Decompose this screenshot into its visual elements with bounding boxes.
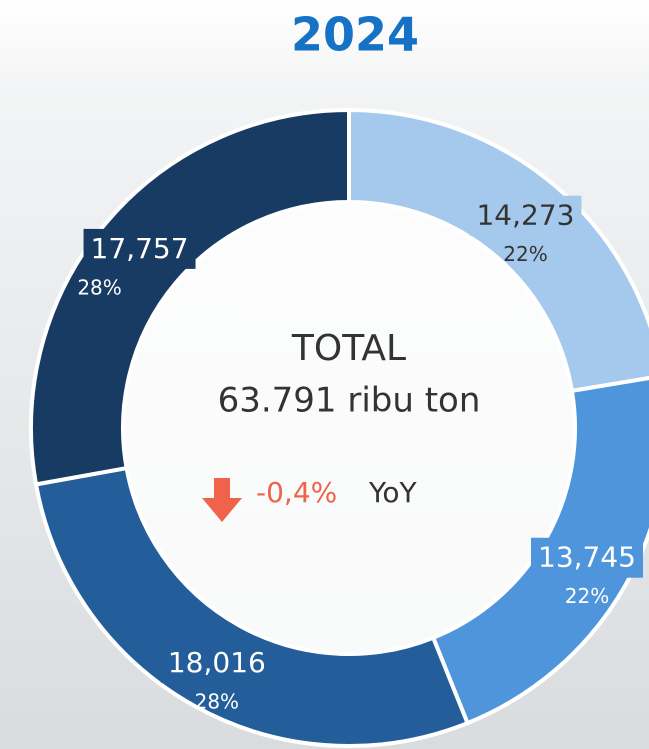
share-label: 28%	[77, 275, 121, 299]
value-label-box	[469, 195, 582, 236]
arrow-shaft	[214, 478, 230, 498]
chart-title: 2024	[291, 8, 419, 62]
value-label: 18,016	[168, 646, 266, 679]
center-total: 63.791 ribu ton	[218, 381, 481, 421]
labels: 14,273 22% 13,745 22% 18,016 28% 17,757 28%	[77, 195, 643, 713]
value-label: 17,757	[91, 232, 189, 265]
value-label-box	[83, 228, 196, 269]
share-label: 22%	[565, 584, 609, 608]
value-label-box	[531, 537, 643, 578]
donut	[29, 107, 649, 748]
value-label: 14,273	[476, 199, 574, 232]
center-title: TOTAL	[291, 328, 406, 369]
value-label: 13,745	[538, 541, 636, 574]
arrow-head	[202, 498, 242, 522]
change-value: -0,4%	[256, 476, 337, 509]
donut-hole	[123, 202, 575, 654]
down-arrow	[202, 478, 242, 522]
share-label: 22%	[503, 242, 547, 266]
value-label-box	[160, 642, 273, 683]
share-label: 28%	[195, 689, 239, 713]
change-suffix: YoY	[368, 476, 418, 509]
